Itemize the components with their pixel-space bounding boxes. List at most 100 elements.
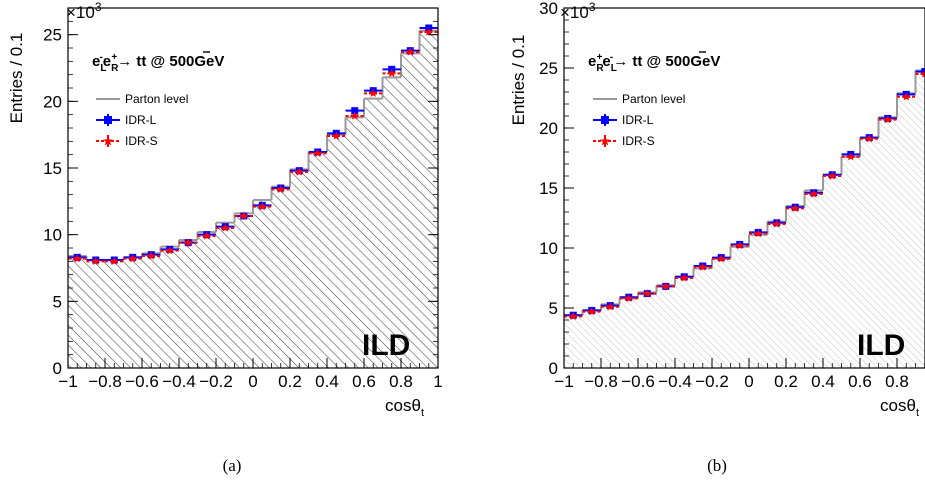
y-tick-label: 25 — [539, 59, 558, 78]
idr-s-point — [717, 254, 726, 263]
legend-entry-parton-level: Parton level — [96, 92, 188, 106]
x-tick-label: 0.4 — [811, 372, 835, 391]
legend-entry-parton-level: Parton level — [593, 92, 685, 106]
process-label: eR+eL-→ tt @ 500GeV — [588, 52, 720, 74]
legend-entry-idr-s: IDR-S — [96, 134, 158, 148]
x-tick-label: 0 — [248, 372, 257, 391]
legend-entry-idr-s: IDR-S — [593, 134, 655, 148]
panel-caption: (a) — [223, 456, 242, 475]
y-tick-label: 0 — [549, 359, 558, 378]
legend: Parton level IDR-L IDR-S — [96, 92, 188, 148]
idr-s-point — [643, 289, 652, 298]
legend-entry-idr-l: IDR-L — [96, 113, 157, 127]
idr-l-point — [351, 107, 359, 115]
x-tick-label: −0.2 — [695, 372, 729, 391]
parton-level-fill — [564, 70, 925, 368]
idr-s-point — [661, 281, 670, 290]
y-tick-label: 5 — [549, 299, 558, 318]
x-tick-label: 0.8 — [885, 372, 909, 391]
x-tick-label: −0.8 — [88, 372, 122, 391]
idr-s-point — [147, 251, 156, 260]
x-tick-label: 0 — [744, 372, 753, 391]
ild-watermark: ILD — [362, 329, 410, 362]
legend-label-parton-level: Parton level — [125, 92, 188, 106]
idr-s-point — [680, 273, 689, 282]
idr-s-point — [110, 256, 119, 265]
idr-s-point — [221, 223, 230, 232]
idr-s-point — [128, 254, 137, 263]
idr-s-point — [587, 307, 596, 316]
idr-s-point — [350, 111, 359, 120]
idr-s-point — [569, 311, 578, 320]
y-multiplier: ×103 — [66, 0, 102, 22]
legend-label-parton-level: Parton level — [622, 92, 685, 106]
x-axis-label: cosθt — [880, 396, 919, 419]
y-tick-label: 15 — [43, 159, 62, 178]
panel-a: ×103 Entries / 0.1 −1 −0.8 −0.6 −0.4 −0.2 0 0.… — [7, 0, 443, 475]
y-axis-label: Entries / 0.1 — [7, 33, 26, 124]
x-tick-label: −0.2 — [199, 372, 233, 391]
idr-s-point — [754, 229, 763, 238]
idr-s-point — [772, 219, 781, 228]
y-tick-label: 0 — [53, 359, 62, 378]
idr-s-point — [920, 69, 925, 78]
legend-entry-idr-l: IDR-L — [593, 113, 654, 127]
x-tick-label: 0.6 — [848, 372, 872, 391]
idr-s-point — [313, 148, 322, 157]
idr-s-point — [424, 27, 433, 36]
y-tick-label: 10 — [43, 226, 62, 245]
y-axis-label: Entries / 0.1 — [509, 35, 528, 126]
x-tick-label: 0.6 — [352, 372, 376, 391]
idr-s-point — [735, 241, 744, 250]
legend-label-idr-l: IDR-L — [125, 113, 157, 127]
panel-b: ×103 Entries / 0.1 −1 −0.8 −0.6 −0.4 −0.2 0 0.… — [509, 0, 925, 475]
x-axis-label: cosθt — [385, 396, 424, 419]
idr-s-point — [791, 203, 800, 212]
legend-label-idr-s: IDR-S — [125, 134, 158, 148]
y-multiplier: ×103 — [560, 0, 596, 22]
idr-s-point — [258, 202, 267, 211]
legend: Parton level IDR-L IDR-S — [593, 92, 685, 148]
idr-s-point — [698, 262, 707, 271]
parton-level-fill — [68, 30, 438, 368]
idr-s-point — [202, 231, 211, 240]
process-label: eL-eR+→ tt @ 500GeV — [92, 52, 224, 74]
idr-s-point — [902, 92, 911, 101]
x-tick-label: −1 — [58, 372, 77, 391]
idr-s-point — [295, 167, 304, 176]
x-tick-label: 0.4 — [315, 372, 339, 391]
plot-area: −1 −0.8 −0.6 −0.4 −0.2 0 0.2 0.4 0.6 0.8 0 5 10 15 20 2… — [539, 0, 925, 391]
idr-s-point — [276, 184, 285, 193]
y-tick-label: 30 — [539, 0, 558, 18]
idr-s-point — [846, 152, 855, 161]
y-tick-label: 15 — [539, 179, 558, 198]
y-tick-label: 25 — [43, 26, 62, 45]
legend-label-idr-l: IDR-L — [622, 113, 654, 127]
idr-s-point — [624, 293, 633, 302]
idr-s-point — [406, 47, 415, 56]
idr-s-point — [73, 254, 82, 263]
y-tick-label: 10 — [539, 239, 558, 258]
idr-s-point — [828, 171, 837, 180]
x-tick-label: −0.6 — [125, 372, 159, 391]
idr-l-point — [921, 68, 925, 76]
x-tick-label: −0.4 — [658, 372, 692, 391]
idr-s-point — [606, 302, 615, 311]
idr-s-point — [809, 189, 818, 198]
idr-s-point — [369, 88, 378, 97]
idr-s-point — [865, 134, 874, 143]
panel-caption: (b) — [707, 456, 727, 475]
idr-s-point — [165, 246, 174, 255]
plot-area: −1 −0.8 −0.6 −0.4 −0.2 0 0.2 0.4 0.6 0.8 105101520… — [43, 7, 443, 391]
idr-s-point — [239, 211, 248, 220]
x-tick-label: 0.8 — [389, 372, 413, 391]
x-tick-label: −0.8 — [584, 372, 618, 391]
x-tick-label: −0.4 — [162, 372, 196, 391]
y-tick-label: 20 — [539, 119, 558, 138]
idr-s-point — [883, 115, 892, 124]
x-tick-label: 1 — [433, 372, 442, 391]
idr-s-point — [387, 68, 396, 77]
x-tick-label: −0.6 — [621, 372, 655, 391]
idr-s-point — [184, 238, 193, 247]
